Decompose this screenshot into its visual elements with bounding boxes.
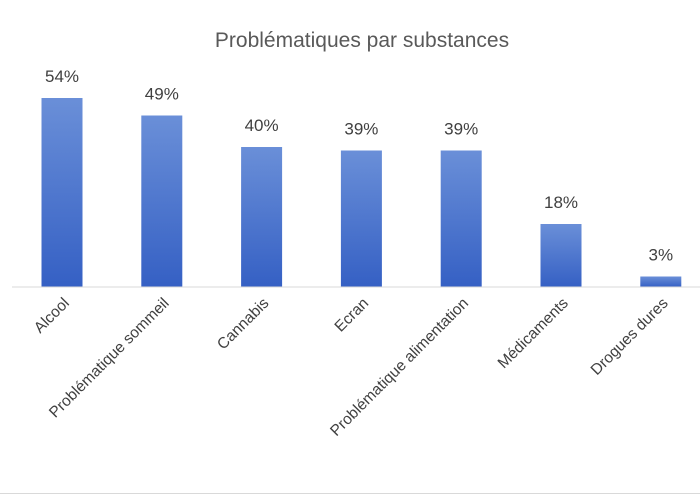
bottom-divider [0, 493, 700, 494]
bar-0 [41, 98, 83, 287]
bar-2 [241, 147, 283, 287]
chart-title: Problématiques par substances [215, 29, 509, 52]
category-label-0: Alcool [31, 295, 73, 337]
category-label-6: Drogues dures [588, 295, 672, 379]
value-label-1: 49% [145, 85, 179, 104]
value-label-6: 3% [649, 246, 674, 265]
value-label-5: 18% [544, 193, 578, 212]
value-label-4: 39% [444, 120, 478, 139]
bar-6 [640, 276, 682, 287]
value-label-3: 39% [344, 120, 378, 139]
bar-3 [340, 150, 382, 287]
value-label-0: 54% [45, 67, 79, 86]
category-label-2: Cannabis [214, 295, 273, 354]
value-label-2: 40% [245, 116, 279, 135]
bar-5 [540, 224, 582, 287]
category-label-5: Médicaments [495, 295, 572, 372]
category-label-3: Ecran [332, 295, 373, 336]
bar-4 [440, 150, 482, 287]
bar-1 [141, 115, 183, 287]
